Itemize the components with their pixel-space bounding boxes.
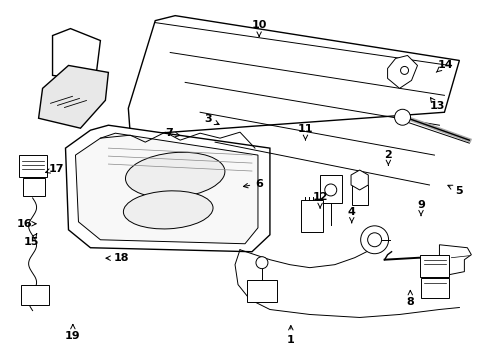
- Text: 13: 13: [428, 98, 444, 112]
- Bar: [19, 155, 46, 177]
- Polygon shape: [52, 28, 100, 80]
- Text: 16: 16: [16, 219, 36, 229]
- Text: 10: 10: [251, 20, 266, 36]
- Circle shape: [324, 184, 336, 196]
- Circle shape: [394, 109, 410, 125]
- Ellipse shape: [123, 191, 213, 229]
- Text: 7: 7: [165, 129, 180, 138]
- Polygon shape: [75, 133, 258, 244]
- Circle shape: [400, 67, 407, 75]
- Text: 14: 14: [435, 59, 452, 72]
- Text: 4: 4: [347, 207, 355, 223]
- Text: 19: 19: [65, 324, 81, 341]
- Bar: [421, 278, 448, 298]
- Polygon shape: [39, 66, 108, 128]
- Circle shape: [367, 233, 381, 247]
- Text: 12: 12: [312, 192, 327, 208]
- Text: 1: 1: [286, 325, 294, 345]
- Ellipse shape: [125, 152, 224, 198]
- Text: 2: 2: [384, 150, 391, 166]
- Polygon shape: [387, 55, 417, 88]
- Circle shape: [360, 226, 388, 254]
- Bar: [419, 255, 448, 276]
- Polygon shape: [439, 245, 470, 275]
- Text: 8: 8: [406, 291, 413, 307]
- Text: 3: 3: [203, 114, 219, 125]
- Text: 6: 6: [243, 179, 263, 189]
- Bar: [22, 178, 44, 196]
- Text: 17: 17: [45, 163, 64, 174]
- Text: 5: 5: [447, 185, 462, 196]
- Bar: [319, 175, 341, 203]
- Bar: [20, 285, 48, 305]
- Polygon shape: [65, 125, 269, 252]
- Bar: [300, 200, 322, 232]
- Polygon shape: [128, 15, 458, 135]
- Text: 18: 18: [106, 253, 129, 263]
- Text: 9: 9: [416, 200, 424, 216]
- Circle shape: [255, 257, 267, 269]
- Text: 11: 11: [297, 124, 312, 140]
- Bar: [246, 280, 276, 302]
- Bar: [351, 185, 367, 205]
- Text: 15: 15: [23, 234, 39, 247]
